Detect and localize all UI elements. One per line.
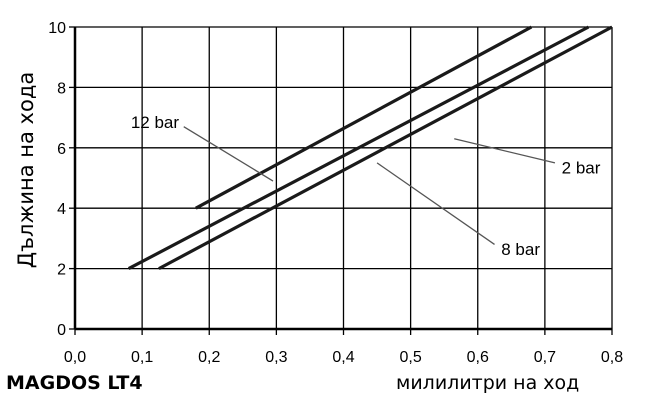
- x-tick-label: 0,2: [198, 349, 220, 366]
- x-tick-label: 0,6: [467, 349, 489, 366]
- y-tick-label: 6: [57, 141, 66, 158]
- y-axis-label-container: Дължина на хода: [6, 20, 46, 320]
- series-lines: [127, 25, 613, 271]
- series-label: 12 bar: [131, 113, 180, 132]
- axes: [69, 26, 613, 335]
- y-tick-label: 8: [57, 80, 66, 97]
- series-label: 2 bar: [562, 158, 601, 177]
- y-tick-label: 2: [57, 262, 66, 279]
- x-tick-label: 0,3: [265, 349, 287, 366]
- x-tick-label: 0,5: [400, 349, 422, 366]
- chart: 0,0 0,1 0,2 0,3 0,4 0,5 0,6 0,7 0,8 0 2 4 6 8 10 12 ba…: [48, 20, 623, 366]
- series-annotations: 12 bar 8 bar 2 bar: [131, 113, 601, 259]
- tick-labels: 0,0 0,1 0,2 0,3 0,4 0,5 0,6 0,7 0,8 0 2 4 6 8 10: [48, 20, 623, 366]
- annotation-leader-line: [454, 138, 556, 164]
- x-tick-label: 0,1: [131, 349, 153, 366]
- series-label: 8 bar: [501, 240, 540, 259]
- product-label: MAGDOS LT4: [6, 372, 143, 394]
- series-line: [195, 25, 533, 210]
- y-tick-label: 4: [57, 201, 66, 218]
- x-tick-label: 0,7: [534, 349, 556, 366]
- grid: [74, 26, 613, 330]
- series-line: [158, 25, 613, 271]
- annotation-leader-line: [183, 126, 274, 182]
- x-tick-label: 0,4: [332, 349, 354, 366]
- x-tick-label: 0,8: [601, 349, 623, 366]
- x-tick-label: 0,0: [64, 349, 86, 366]
- y-axis-label: Дължина на хода: [14, 71, 39, 269]
- x-axis-label: милилитри на ход: [396, 372, 580, 394]
- series-line: [127, 25, 590, 271]
- y-tick-label: 0: [57, 322, 66, 339]
- y-tick-label: 10: [48, 20, 66, 37]
- annotation-leader-line: [376, 162, 495, 245]
